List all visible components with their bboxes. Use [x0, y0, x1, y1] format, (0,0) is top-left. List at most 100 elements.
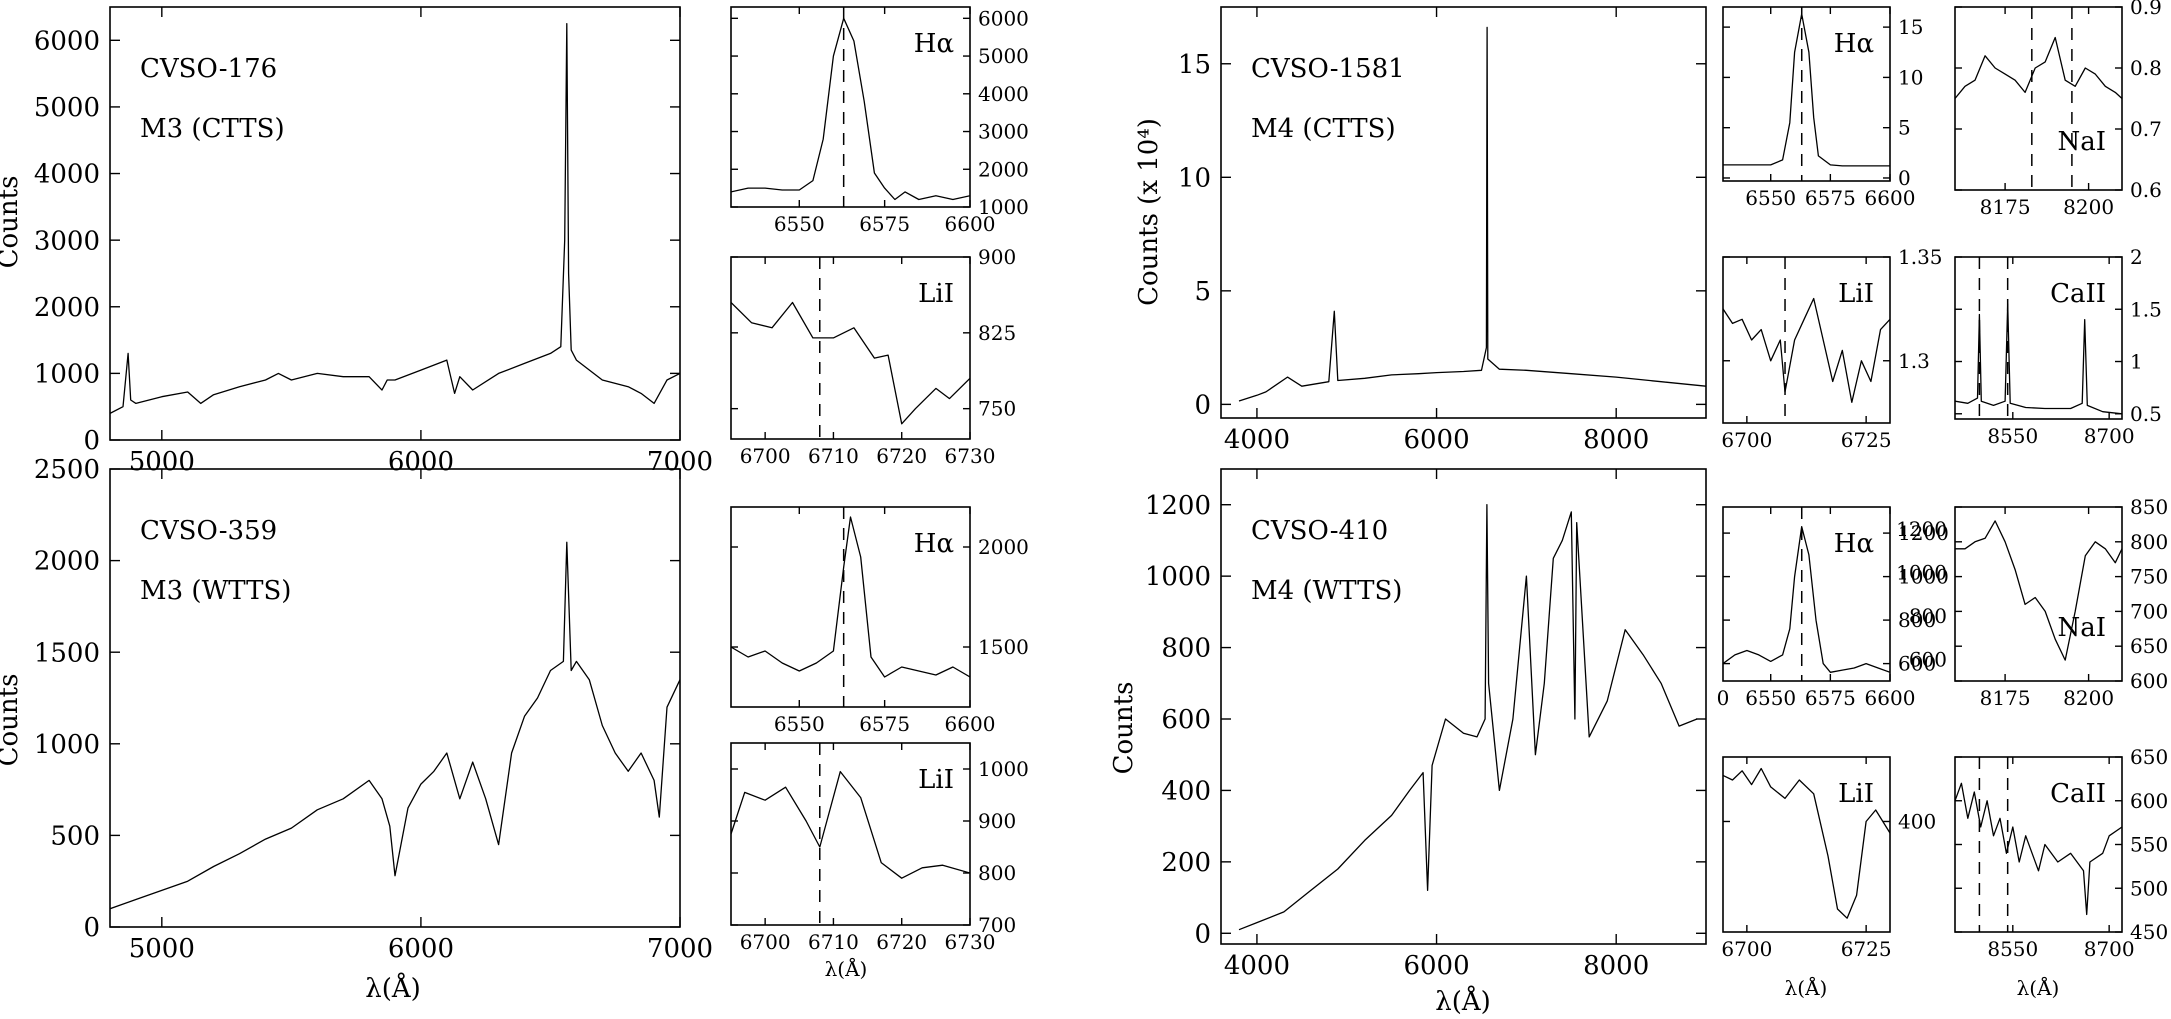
cvso410-halpha-ytick-label: 1000 — [1898, 565, 1949, 589]
cvso359-main-ytick-label: 2000 — [34, 547, 100, 577]
cvso176-li-xtick-label: 6730 — [945, 444, 996, 468]
cvso410-caii-ytick-label: 450 — [2130, 920, 2168, 944]
cvso1581-nai-frame — [1954, 6, 2123, 191]
cvso359-main-spectral-type: M3 (WTTS) — [140, 576, 291, 606]
cvso410-nai-ytick2-label: 600 — [1909, 647, 1947, 671]
cvso176-main-ytick-label: 1000 — [34, 359, 100, 389]
cvso359-li-xtick-label: 6730 — [945, 930, 996, 954]
cvso410-li-xtick-label: 6700 — [1721, 937, 1772, 961]
cvso410-main-ytick-label: 200 — [1161, 848, 1211, 878]
cvso176-main-ytick-label: 6000 — [34, 26, 100, 56]
cvso410-main-ytick-label: 0 — [1194, 919, 1211, 949]
cvso410-nai-ytick-label: 850 — [2130, 495, 2168, 519]
cvso410-nai-frame — [1954, 506, 2123, 682]
cvso1581-caii-ytick-label: 1 — [2130, 350, 2143, 374]
cvso1581-halpha-frame — [1722, 6, 1891, 182]
cvso176-li-frame — [730, 256, 971, 440]
cvso410-caii-ytick-label: 550 — [2130, 833, 2168, 857]
cvso410-nai-line-label: NaI — [2057, 613, 2106, 643]
cvso359-halpha-spectrum-line — [731, 516, 970, 678]
xlabel-cvso359: λ(Å) — [365, 972, 421, 1004]
cvso1581-halpha-ytick-label: 10 — [1898, 65, 1923, 89]
cvso176-halpha-ytick-label: 2000 — [978, 157, 1029, 181]
cvso1581-nai-ytick-label: 0.9 — [2130, 0, 2162, 19]
cvso410-main-star-name: CVSO-410 — [1251, 516, 1388, 546]
cvso410-nai-ytick2-label: 1000 — [1896, 560, 1947, 584]
cvso1581-main-xtick-label: 6000 — [1403, 425, 1469, 455]
ylabel-cvso1581: Counts (x 10⁴) — [1134, 118, 1164, 306]
cvso410-halpha-ytick-label: 800 — [1898, 608, 1936, 632]
cvso410-caii-ytick-label: 650 — [2130, 745, 2168, 769]
cvso410-halpha-panel: 6550 6575 6600 0 600 800 1000 1200 Hα — [1717, 506, 1949, 710]
cvso410-main-xtick-label: 4000 — [1224, 951, 1290, 981]
cvso359-main-star-name: CVSO-359 — [140, 516, 277, 546]
cvso410-halpha-line-label: Hα — [1834, 529, 1874, 559]
cvso1581-main-ytick-label: 10 — [1178, 163, 1211, 193]
cvso410-caii-line-label: CaII — [2050, 779, 2106, 809]
cvso410-caii-ytick-label: 500 — [2130, 876, 2168, 900]
ylabel-cvso176: Counts — [0, 176, 24, 269]
cvso410-main-ytick-label: 1000 — [1145, 562, 1211, 592]
cvso176-halpha-spectrum-line — [731, 17, 970, 201]
cvso176-halpha-frame — [730, 6, 971, 208]
cvso410-nai-ytick-label: 650 — [2130, 634, 2168, 658]
cvso1581-main-star-name: CVSO-1581 — [1251, 54, 1405, 84]
cvso410-halpha-frame — [1722, 506, 1891, 682]
cvso410-caii-spectrum-line — [1955, 782, 2122, 916]
cvso359-main-ytick-label: 0 — [83, 913, 100, 943]
cvso410-main-xtick-label: 8000 — [1583, 951, 1649, 981]
cvso410-halpha-ytick-label: 1200 — [1898, 521, 1949, 545]
cvso410-main-ytick-label: 800 — [1161, 634, 1211, 664]
cvso410-main-ytick-label: 1200 — [1145, 491, 1211, 521]
cvso176-li-ytick-label: 900 — [978, 245, 1016, 269]
cvso176-main-ytick-label: 4000 — [34, 160, 100, 190]
cvso1581-caii-ytick-label: 1.5 — [2130, 297, 2162, 321]
cvso410-caii-xtick-label: 8550 — [1987, 937, 2038, 961]
cvso1581-caii-xtick-label: 8550 — [1987, 424, 2038, 448]
cvso176-halpha-xtick-label: 6550 — [774, 212, 825, 236]
cvso359-li-ytick-label: 800 — [978, 861, 1016, 885]
cvso1581-halpha-spectrum-line — [1723, 13, 1890, 167]
cvso1581-nai-spectrum-line — [1955, 36, 2122, 99]
cvso359-halpha-xtick-label: 6550 — [774, 712, 825, 736]
cvso410-halpha-xtick-label: 6575 — [1805, 686, 1856, 710]
cvso176-li-xtick-label: 6710 — [808, 444, 859, 468]
cvso1581-li-frame — [1722, 256, 1891, 424]
cvso359-main-xtick-label: 6000 — [388, 934, 454, 964]
cvso410-main-ytick-label: 600 — [1161, 705, 1211, 735]
cvso176-main-spectral-type: M3 (CTTS) — [140, 114, 285, 144]
cvso359-halpha-panel: 6550 6575 6600 1500 2000 Hα — [730, 506, 1029, 736]
xlabel-cvso410-caii: λ(Å) — [2017, 975, 2060, 1000]
cvso1581-halpha-xtick-label: 6600 — [1865, 186, 1916, 210]
xlabel-cvso359-li: λ(Å) — [825, 956, 868, 981]
xlabel-cvso410-li: λ(Å) — [1785, 975, 1828, 1000]
cvso359-halpha-ytick-label: 1500 — [978, 635, 1029, 659]
cvso1581-halpha-ytick-label: 15 — [1898, 15, 1923, 39]
cvso1581-caii-spectrum-line — [1955, 303, 2122, 415]
cvso176-li-spectrum-line — [731, 301, 970, 425]
cvso1581-main-ytick-label: 5 — [1194, 277, 1211, 307]
cvso410-li-ytick-label: 400 — [1898, 809, 1936, 833]
cvso176-li-xtick-label: 6700 — [740, 444, 791, 468]
cvso1581-nai-xtick-label: 8200 — [2063, 195, 2114, 219]
cvso1581-halpha-line-label: Hα — [1834, 29, 1874, 59]
cvso176-halpha-ytick-label: 1000 — [978, 195, 1029, 219]
cvso1581-li-xtick-label: 6725 — [1841, 428, 1892, 452]
cvso1581-caii-ytick-label: 0.5 — [2130, 402, 2162, 426]
cvso176-main-panel: 5000 6000 70000100020003000400050006000CVS… — [34, 6, 713, 477]
cvso359-li-ytick-label: 900 — [978, 809, 1016, 833]
cvso1581-main-xtick-label: 4000 — [1224, 425, 1290, 455]
cvso359-main-xtick-label: 7000 — [647, 934, 713, 964]
cvso410-main-spectral-type: M4 (WTTS) — [1251, 576, 1402, 606]
cvso1581-li-ytick-label: 1.35 — [1898, 245, 1943, 269]
cvso1581-main-frame — [1220, 6, 1707, 419]
cvso410-main-panel: 4000 6000 8000 0 200 400 600 800 1000 1200 CVSO-41… — [1145, 468, 1707, 981]
cvso359-li-xtick-label: 6720 — [876, 930, 927, 954]
cvso359-main-ytick-label: 500 — [50, 822, 100, 852]
cvso410-nai-xtick-label: 8175 — [1980, 686, 2031, 710]
cvso359-main-ytick-label: 1500 — [34, 638, 100, 668]
cvso176-li-xtick-label: 6720 — [876, 444, 927, 468]
